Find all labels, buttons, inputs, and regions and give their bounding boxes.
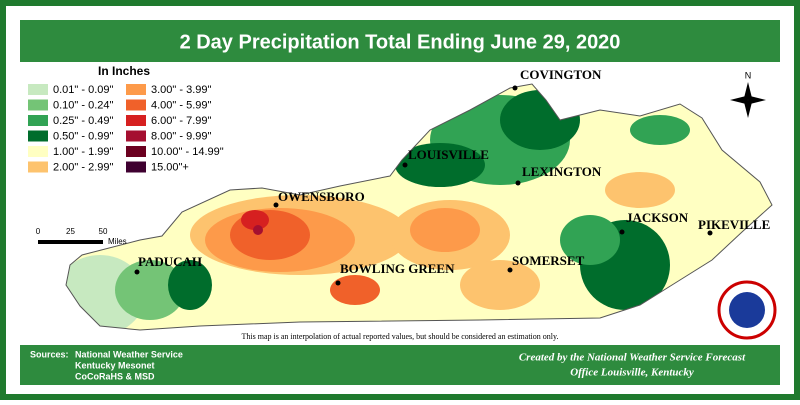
sources-label: Sources: bbox=[30, 349, 69, 359]
city-labels: COVINGTON LOUISVILLE LEXINGTON OWENSBORO… bbox=[134, 67, 770, 286]
legend-swatch bbox=[126, 146, 146, 157]
legend-title: In Inches bbox=[98, 64, 150, 78]
legend-label: 0.01" - 0.09" bbox=[53, 84, 113, 96]
compass: N bbox=[730, 70, 766, 118]
region bbox=[560, 215, 620, 265]
region bbox=[410, 208, 480, 252]
region bbox=[253, 225, 263, 235]
city-label: PADUCAH bbox=[138, 254, 202, 269]
region bbox=[330, 275, 380, 305]
legend-label: 0.50" - 0.99" bbox=[53, 130, 113, 142]
legend-label: 15.00"+ bbox=[151, 161, 189, 173]
legend-swatch bbox=[126, 99, 146, 111]
city-label: LEXINGTON bbox=[522, 164, 602, 179]
scale-bar: Miles 0 25 50 bbox=[36, 227, 127, 246]
footer-bar bbox=[20, 345, 780, 385]
city-label: LOUISVILLE bbox=[408, 147, 489, 162]
city-label: SOMERSET bbox=[512, 253, 585, 268]
region bbox=[168, 260, 212, 310]
legend-label: 10.00" - 14.99" bbox=[151, 146, 224, 158]
legend-label: 0.25" - 0.49" bbox=[53, 115, 113, 127]
scale-tick-label: 25 bbox=[66, 227, 75, 236]
legend-swatch bbox=[28, 130, 48, 142]
scale-tick-label: 0 bbox=[36, 227, 41, 236]
credit: Created by the National Weather Service … bbox=[519, 352, 746, 364]
legend-swatch bbox=[126, 130, 146, 142]
source: National Weather Service bbox=[75, 349, 183, 359]
region bbox=[460, 260, 540, 310]
legend-label: 8.00" - 9.99" bbox=[151, 130, 211, 142]
region bbox=[241, 210, 269, 230]
region bbox=[115, 260, 185, 320]
scale-unit: Miles bbox=[108, 237, 127, 246]
scale-tick-label: 50 bbox=[99, 227, 108, 236]
legend-label: 3.00" - 3.99" bbox=[151, 84, 211, 96]
legend-swatch bbox=[126, 115, 146, 126]
legend-label: 1.00" - 1.99" bbox=[53, 146, 113, 158]
compass-label: N bbox=[745, 70, 752, 80]
legend-label: 2.00" - 2.99" bbox=[53, 161, 113, 173]
source: CoCoRaHS & MSD bbox=[75, 371, 155, 381]
region bbox=[395, 143, 485, 187]
legend-swatch bbox=[126, 161, 146, 173]
legend: 0.01" - 0.09" 0.10" - 0.24" 0.25" - 0.49" 0… bbox=[28, 84, 224, 173]
city-label: OWENSBORO bbox=[278, 189, 365, 204]
disclaimer: This map is an interpolation of actual r… bbox=[242, 332, 559, 341]
legend-swatch bbox=[126, 84, 146, 95]
city-label: COVINGTON bbox=[520, 67, 602, 82]
legend-label: 0.10" - 0.24" bbox=[53, 99, 113, 111]
credit: Office Louisville, Kentucky bbox=[570, 367, 694, 379]
legend-label: 4.00" - 5.99" bbox=[151, 99, 211, 111]
city-label: JACKSON bbox=[626, 210, 689, 225]
legend-swatch bbox=[28, 161, 48, 173]
legend-swatch bbox=[28, 115, 48, 126]
title-bar bbox=[20, 20, 780, 62]
region bbox=[630, 115, 690, 145]
region bbox=[605, 172, 675, 208]
source: Kentucky Mesonet bbox=[75, 360, 155, 370]
legend-swatch bbox=[28, 146, 48, 157]
city-label: PIKEVILLE bbox=[698, 217, 770, 232]
legend-swatch bbox=[28, 84, 48, 95]
legend-swatch bbox=[28, 99, 48, 111]
title: 2 Day Precipitation Total Ending June 29… bbox=[180, 31, 621, 53]
city-label: BOWLING GREEN bbox=[340, 261, 455, 276]
legend-label: 6.00" - 7.99" bbox=[151, 115, 211, 127]
nws-logo bbox=[717, 280, 777, 340]
